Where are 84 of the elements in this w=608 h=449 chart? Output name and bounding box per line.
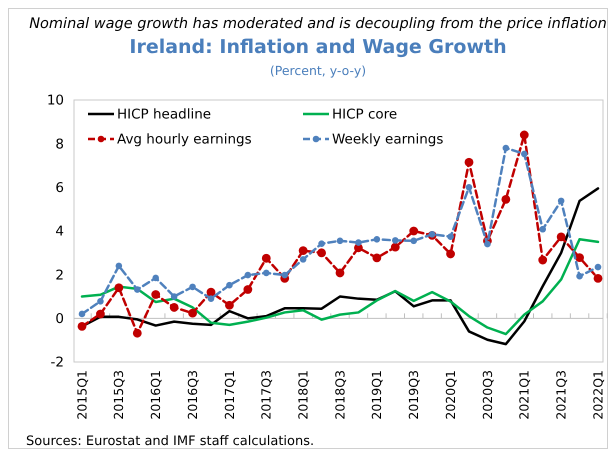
point: [409, 226, 418, 236]
legend-label: HICP core: [332, 106, 398, 123]
point: [262, 270, 270, 276]
x-tick-label: 2017Q1: [222, 370, 237, 420]
point: [208, 295, 214, 302]
point: [501, 194, 510, 204]
x-tick-label: 2020Q1: [442, 370, 458, 420]
point: [225, 300, 234, 310]
point: [318, 240, 325, 247]
text: Nominal wage growth has moderated and is decoupling from the price inflation: [29, 16, 607, 32]
point: [538, 256, 548, 264]
point: [576, 272, 583, 280]
point: [410, 238, 418, 244]
point: [97, 298, 104, 305]
point: [594, 264, 602, 270]
x-tick-label: 2019Q1: [369, 370, 384, 420]
y-tick-label: 6: [55, 180, 64, 196]
x-tick-label: 2022Q1: [590, 370, 606, 420]
point: [281, 272, 288, 278]
y-tick-label: 8: [55, 136, 64, 152]
point: [594, 274, 602, 283]
point: [464, 158, 474, 167]
point: [152, 274, 160, 282]
point: [520, 130, 529, 140]
point: [298, 246, 308, 256]
point: [226, 282, 233, 288]
point: [372, 253, 382, 262]
point: [189, 284, 196, 290]
x-tick-label: 2016Q3: [184, 370, 200, 420]
point: [556, 232, 566, 242]
point: [114, 283, 124, 292]
point: [78, 322, 86, 331]
point: [78, 310, 86, 318]
point: [520, 150, 528, 158]
x-tick-label: 2018Q1: [296, 370, 311, 420]
point: [244, 272, 252, 278]
point: [502, 144, 510, 152]
y-tick-label: 4: [55, 224, 64, 240]
point: [484, 240, 491, 248]
point: [374, 236, 380, 243]
x-tick-label: 2018Q3: [332, 370, 348, 420]
x-tick-label: 2021Q1: [516, 370, 532, 420]
point: [300, 256, 306, 263]
point: [392, 237, 399, 244]
source-note: Sources: Eurostat and IMF staff calculations.: [26, 434, 314, 449]
chart-title: Ireland: Inflation and Wage Growth: [129, 36, 507, 58]
point: [132, 328, 142, 338]
point: [447, 233, 454, 240]
point: [336, 268, 344, 278]
point: [390, 242, 400, 252]
point: [151, 290, 160, 299]
point: [134, 286, 141, 293]
point: [355, 239, 362, 246]
legend-label: HICP headline: [117, 106, 212, 123]
x-tick-label: 2021Q3: [554, 370, 569, 420]
legend-label: Avg hourly earnings: [117, 132, 252, 148]
y-tick-label: -2: [50, 354, 64, 371]
x-tick-label: 2016Q1: [148, 370, 164, 420]
point: [466, 184, 472, 191]
point: [539, 226, 546, 233]
x-tick-label: 2017Q3: [258, 370, 274, 420]
y-tick-label: 10: [46, 92, 64, 109]
point: [317, 248, 326, 258]
point: [170, 303, 179, 312]
line-series: [80, 238, 600, 336]
point: [336, 238, 344, 244]
x-tick-label: 2020Q3: [480, 370, 495, 420]
legend-label: Weekly earnings: [332, 132, 444, 148]
x-tick-label: 2019Q3: [406, 370, 422, 420]
point: [446, 250, 455, 258]
point: [116, 262, 122, 270]
point: [170, 293, 178, 300]
point: [262, 254, 271, 263]
point: [558, 198, 564, 204]
x-tick-label: 2015Q3: [111, 370, 126, 420]
y-tick-label: 2: [55, 267, 64, 284]
x-tick-label: 2015Q1: [74, 370, 90, 420]
chart-subtitle: (Percent, y-o-y): [270, 63, 366, 78]
point: [206, 288, 216, 297]
point: [188, 308, 197, 318]
point: [96, 310, 105, 318]
point: [243, 285, 252, 294]
y-tick-label: 0: [55, 311, 64, 328]
point: [575, 253, 584, 262]
